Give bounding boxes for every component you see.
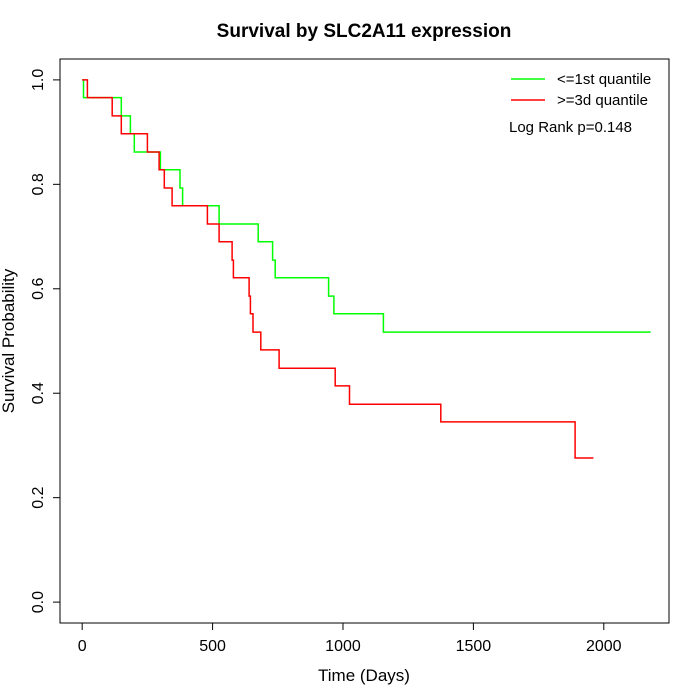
- plot-frame: [59, 58, 670, 624]
- chart-title: Survival by SLC2A11 expression: [217, 21, 512, 42]
- x-axis: 0 500 1000 1500 2000: [78, 623, 622, 655]
- survival-curve-1: [82, 79, 594, 459]
- y-tick-label: 0.2: [30, 486, 47, 508]
- y-tick-label: 0.4: [30, 382, 47, 404]
- legend: <=1st quantile >=3d quantile: [511, 71, 651, 109]
- y-tick-label: 0.6: [30, 278, 47, 300]
- x-tick-label: 1500: [456, 638, 492, 655]
- y-tick-label: 0.8: [30, 173, 47, 195]
- y-axis-label: Survival Probability: [0, 268, 18, 413]
- x-tick-label: 2000: [586, 638, 622, 655]
- x-tick-label: 500: [199, 638, 226, 655]
- x-tick-label: 1000: [325, 638, 361, 655]
- survival-curve-0: [82, 79, 651, 333]
- legend-label-1: >=3d quantile: [557, 92, 648, 109]
- log-rank-annotation: Log Rank p=0.148: [509, 119, 632, 136]
- curves: [82, 79, 651, 459]
- x-axis-label: Time (Days): [318, 666, 410, 685]
- y-tick-label: 1.0: [30, 69, 47, 91]
- y-tick-label: 0.0: [30, 591, 47, 613]
- y-axis: 0.0 0.2 0.4 0.6 0.8 1.0: [30, 69, 60, 613]
- x-tick-label: 0: [78, 638, 87, 655]
- legend-label-0: <=1st quantile: [557, 71, 651, 88]
